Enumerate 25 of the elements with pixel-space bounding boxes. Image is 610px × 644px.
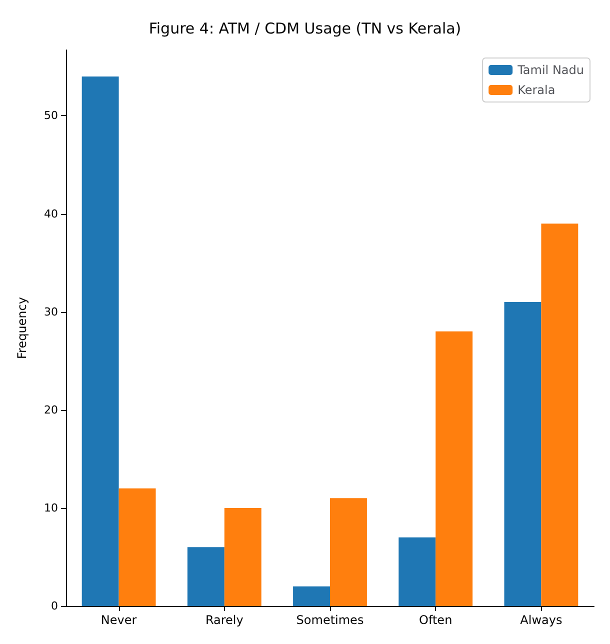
x-tick-label: Never [100,613,137,627]
legend-label: Tamil Nadu [516,63,584,77]
chart-title: Figure 4: ATM / CDM Usage (TN vs Kerala) [148,20,462,38]
bar [504,302,542,606]
y-axis-title: Frequency [15,297,29,359]
y-tick-label: 40 [44,207,58,220]
legend-label: Kerala [518,83,556,97]
bar [541,224,578,606]
y-tick-label: 0 [51,600,58,612]
y-tick-label: 30 [44,305,58,318]
x-tick-label: Always [520,613,562,627]
bar [293,586,330,606]
bar [224,508,262,606]
bar [436,331,473,606]
y-tick-label: 20 [44,403,58,416]
bar [118,488,156,606]
bar [82,76,119,606]
y-tick-label: 10 [44,501,58,514]
bar [330,498,367,606]
x-tick-label: Often [419,613,452,627]
y-tick-label: 50 [44,109,58,122]
x-tick-label: Sometimes [296,613,364,627]
bar [398,537,436,606]
x-tick-label: Rarely [205,613,244,627]
bar [187,547,224,606]
